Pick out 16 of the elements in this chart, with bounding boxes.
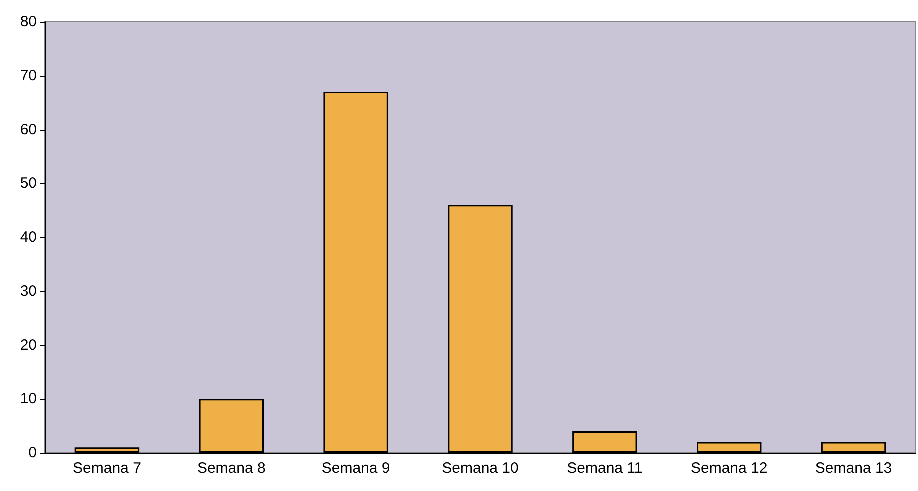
y-tick-label: 0 [28,444,37,462]
y-tick-label: 20 [20,336,37,354]
x-tick-label: Semana 13 [815,460,892,477]
y-tick-label: 30 [20,282,37,300]
x-tick-label: Semana 7 [73,460,142,477]
x-tick-label: Semana 10 [442,460,519,477]
y-tick-label: 70 [20,67,37,84]
x-tick-label: Semana 12 [690,460,768,477]
x-tick-label: Semana 9 [322,460,390,477]
y-tick-label: 60 [20,121,37,138]
y-tick-label: 50 [20,175,37,192]
y-tick-label: 10 [20,390,37,408]
y-tick-label: 80 [20,14,37,30]
x-tick-label: Semana 8 [197,460,266,477]
y-tick-label: 40 [20,229,37,246]
x-tick-label: Semana 11 [567,460,643,477]
